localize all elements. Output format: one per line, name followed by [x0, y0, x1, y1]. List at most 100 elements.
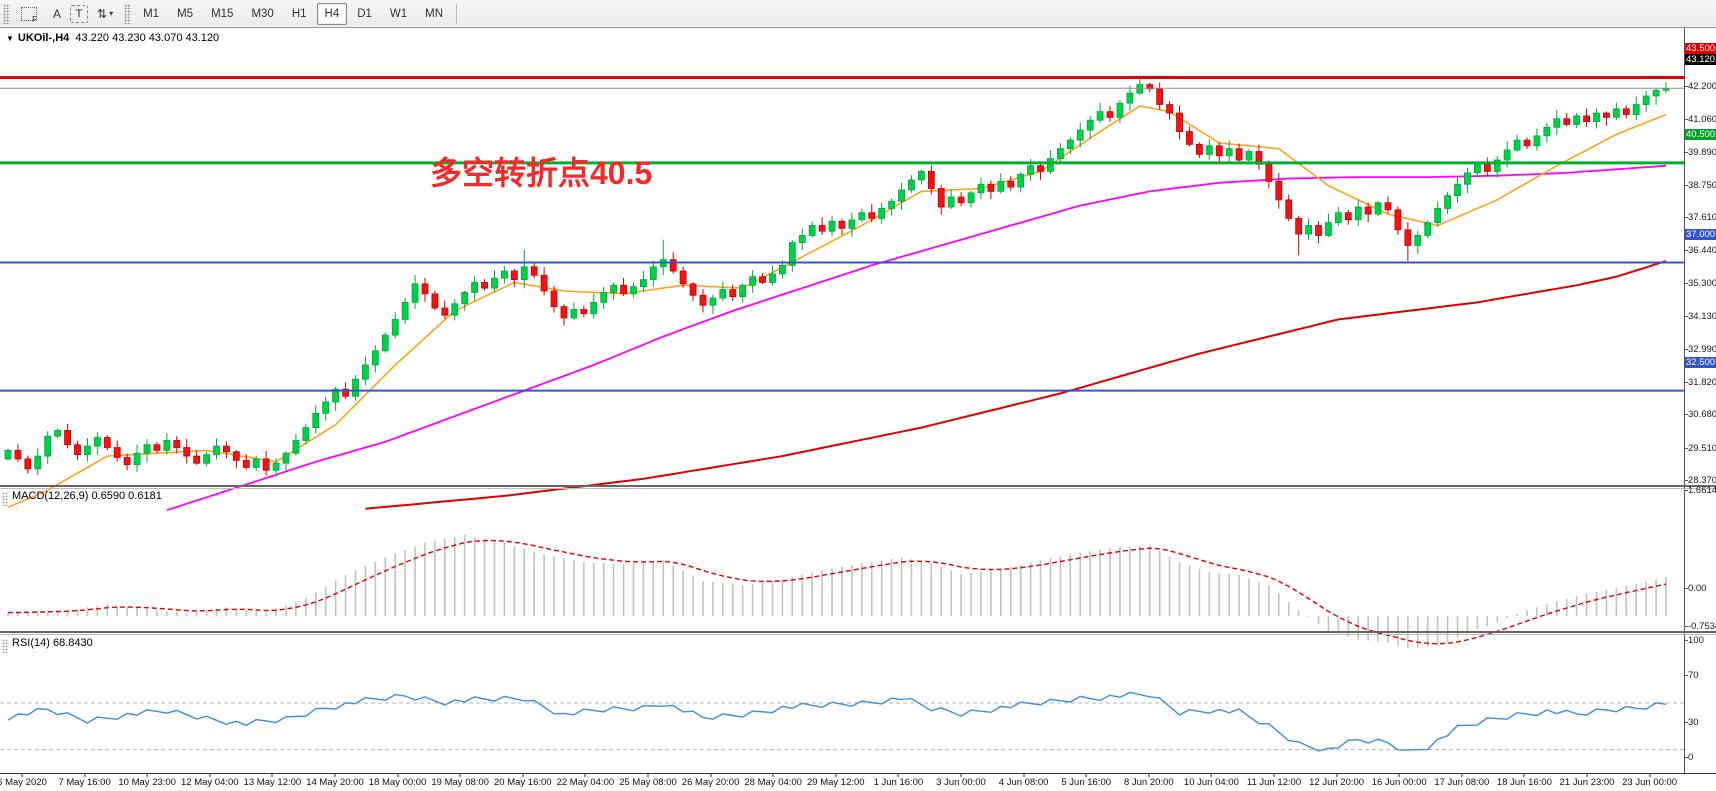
axis-tick: [1684, 721, 1688, 723]
time-tick-label: 14 May 20:00: [306, 777, 364, 788]
time-tick: [21, 773, 23, 777]
time-tick-label: 16 Jun 00:00: [1371, 777, 1427, 788]
chart-area[interactable]: [0, 28, 1716, 773]
text-box-tool-button[interactable]: T: [70, 4, 89, 23]
time-tick-label: 19 May 08:00: [431, 777, 489, 788]
timeframe-button-h1[interactable]: H1: [291, 7, 307, 20]
time-tick: [1148, 773, 1150, 777]
rsi-scale-label: 70: [1688, 670, 1699, 681]
rsi-scale-label: 0: [1688, 751, 1694, 763]
price-tick-label: 34.130: [1688, 311, 1716, 323]
time-tick: [710, 773, 712, 777]
time-tick: [1523, 773, 1525, 777]
chart-annotation-text[interactable]: 多空转折点40.5: [430, 155, 653, 191]
price-axis-border[interactable]: [1684, 28, 1685, 773]
time-tick-label: 7 May 16:00: [58, 777, 111, 788]
time-tick: [459, 773, 461, 777]
time-tick-label: 21 Jun 23:00: [1559, 777, 1615, 788]
cycle-arrows-icon: ⇅: [97, 6, 108, 21]
macd-panel-grip[interactable]: [2, 492, 8, 506]
time-tick-label: 10 Jun 04:00: [1183, 777, 1239, 788]
axis-tick: [1684, 626, 1688, 627]
time-tick-label: 10 May 23:00: [118, 777, 176, 788]
rsi-scale-label: 30: [1688, 716, 1699, 728]
frame-tool-button[interactable]: F: [14, 3, 44, 25]
time-tick: [1023, 773, 1025, 777]
timeframe-button-d1[interactable]: D1: [357, 7, 372, 20]
panel-divider[interactable]: [0, 487, 1716, 489]
axis-tick: [1684, 217, 1688, 219]
time-tick-label: 17 Jun 08:00: [1434, 777, 1490, 788]
time-tick-label: 23 Jun 00:00: [1622, 777, 1678, 788]
axis-tick: [1684, 381, 1688, 383]
price-tick-label: 36.440: [1688, 245, 1716, 257]
axis-tick: [1684, 447, 1688, 449]
axis-tick: [1684, 152, 1688, 154]
rsi-panel: [0, 691, 1684, 752]
time-tick: [209, 773, 211, 777]
time-tick-label: 4 Jun 08:00: [998, 777, 1049, 788]
time-tick: [960, 773, 962, 777]
time-tick: [1273, 773, 1275, 777]
timeframe-button-m30[interactable]: M30: [251, 7, 274, 20]
timeframe-button-m15[interactable]: M15: [211, 7, 234, 20]
timeframe-button-m5[interactable]: M5: [177, 7, 194, 20]
axis-tick: [1684, 588, 1688, 590]
ma-mid-line: [166, 164, 1667, 512]
timeframe-button-mn[interactable]: MN: [425, 7, 444, 20]
price-panel: [0, 75, 1684, 512]
chevron-down-icon: ▾: [109, 9, 114, 18]
axis-tick: [1684, 675, 1688, 676]
time-tick-label: 20 May 16:00: [494, 777, 552, 788]
toolbar: F A T ⇅ ▾ M1 M5 M15 M30 H1 H4 D1 W1 MN: [0, 0, 1716, 28]
time-tick-label: 28 May 04:00: [744, 777, 802, 788]
price-tick-label: 39.890: [1688, 147, 1716, 159]
panel-divider[interactable]: [0, 485, 1716, 487]
time-tick: [1461, 773, 1463, 777]
rsi-scale-label: 100: [1688, 635, 1704, 646]
time-tick-label: 11 Jun 12:00: [1246, 777, 1302, 788]
time-tick: [772, 773, 774, 777]
panel-divider[interactable]: [0, 631, 1716, 633]
time-tick-label: 6 May 2020: [0, 777, 47, 788]
time-tick-label: 3 Jun 00:00: [936, 777, 986, 788]
axis-tick: [1684, 316, 1688, 318]
macd-signal-line: [7, 539, 1667, 645]
time-tick-label: 29 May 12:00: [807, 777, 865, 788]
time-tick-label: 18 May 00:00: [368, 777, 427, 788]
panel-divider[interactable]: [0, 633, 1716, 635]
timeframe-button-w1[interactable]: W1: [389, 7, 408, 20]
macd-scale-label: 1.6614: [1688, 485, 1716, 497]
rsi-label: RSI(14) 68.8430: [12, 637, 93, 649]
timeframe-group: M1 M5 M15 M30 H1 H4 D1 W1 MN: [134, 2, 452, 25]
candles-series: [4, 78, 1670, 478]
axis-tick: [1684, 490, 1688, 492]
time-tick: [647, 773, 649, 777]
time-tick: [1336, 773, 1338, 777]
price-tick-label: 37.610: [1688, 212, 1716, 224]
axis-tick: [1684, 118, 1688, 120]
price-line-tag-37.000: 37.000: [1685, 228, 1716, 240]
axis-tick: [1684, 282, 1688, 284]
chart-title[interactable]: ▼ UKOil-,H4 43.220 43.230 43.070 43.120: [6, 32, 219, 44]
timeframe-button-h4[interactable]: H4: [316, 2, 348, 25]
time-tick-label: 12 Jun 20:00: [1309, 777, 1365, 788]
price-tick-label: 30.680: [1688, 409, 1716, 421]
axis-tick: [1684, 86, 1688, 88]
price-tick-label: 31.820: [1688, 376, 1716, 388]
timeframe-button-m1[interactable]: M1: [143, 7, 160, 20]
time-tick-label: 22 May 04:00: [556, 777, 615, 788]
rsi-panel-grip[interactable]: [2, 639, 8, 653]
macd-scale-label: 0.00: [1688, 583, 1707, 595]
axis-tick: [1684, 184, 1688, 186]
price-tick-label: 38.750: [1688, 179, 1716, 191]
axis-tick: [1684, 414, 1688, 416]
text-label-tool-button[interactable]: A: [53, 6, 62, 21]
time-axis[interactable]: [0, 773, 1716, 774]
cycle-arrows-tool-button[interactable]: ⇅ ▾: [90, 3, 120, 25]
toolbar-grip-2[interactable]: [124, 3, 132, 24]
symbol-dropdown-icon[interactable]: ▼: [6, 34, 14, 43]
toolbar-grip[interactable]: [3, 3, 10, 24]
time-tick: [1398, 773, 1400, 777]
